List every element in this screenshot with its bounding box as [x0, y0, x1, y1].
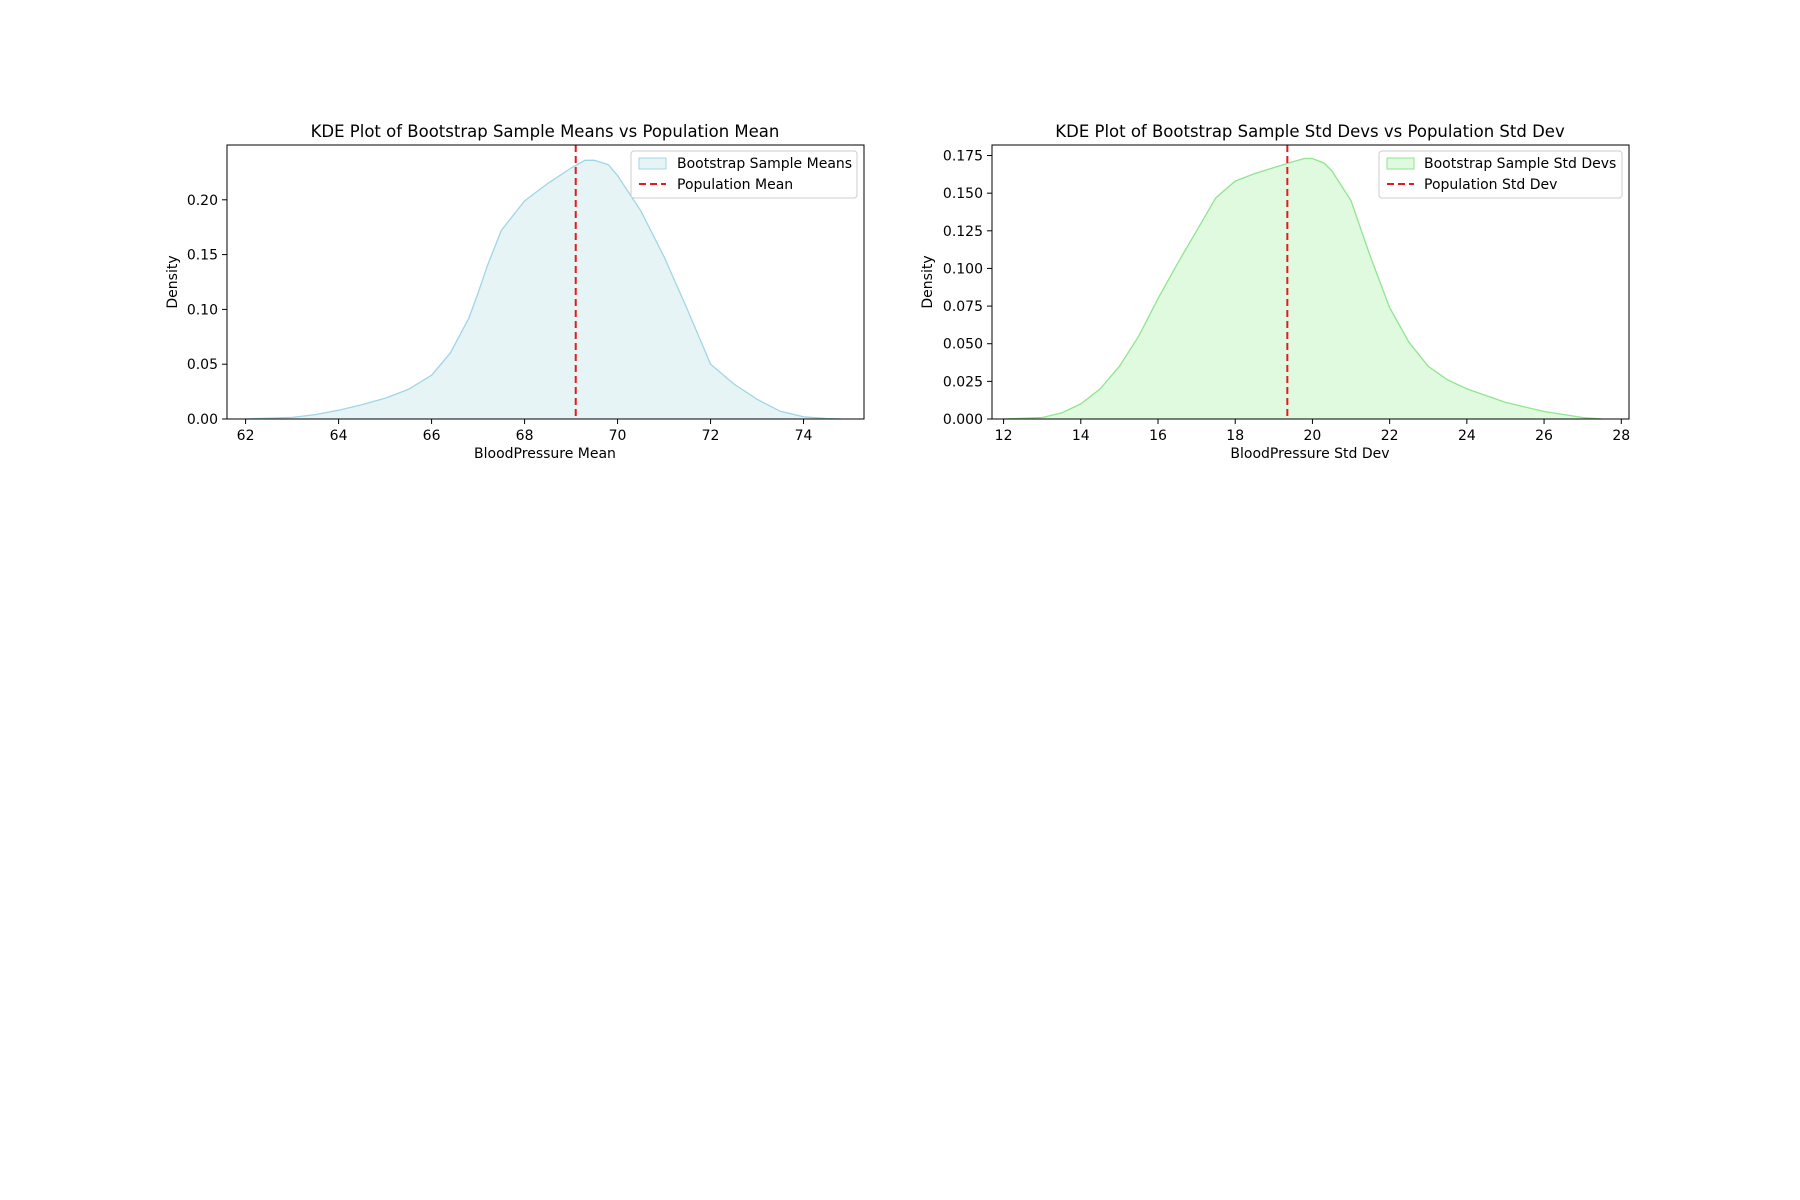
y-tick-label: 0.10	[187, 302, 218, 318]
x-tick-label: 20	[1304, 428, 1322, 444]
x-tick-label: 62	[237, 428, 255, 444]
kde-line	[245, 159, 841, 420]
y-tick-label: 0.15	[187, 248, 218, 264]
chart-title: KDE Plot of Bootstrap Sample Std Devs vs…	[1055, 122, 1565, 141]
y-axis: 0.000 0.025 0.050 0.075 0.100 0.125 0.150 0.175	[943, 149, 992, 428]
kde-area	[1003, 158, 1602, 419]
x-tick-label: 24	[1458, 428, 1476, 444]
legend-label-population-mean: Population Mean	[677, 177, 793, 193]
x-axis: 12 14 16 18 20 22 24 26 28	[995, 419, 1630, 444]
x-tick-label: 68	[516, 428, 534, 444]
legend-label-population-stddev: Population Std Dev	[1424, 177, 1557, 193]
legend: Bootstrap Sample Std Devs Population Std…	[1378, 150, 1623, 199]
x-tick-label: 14	[1072, 428, 1090, 444]
legend-frame	[1378, 150, 1623, 199]
x-tick-label: 26	[1535, 428, 1553, 444]
x-tick-label: 12	[995, 428, 1013, 444]
legend-label-bootstrap-stddevs: Bootstrap Sample Std Devs	[1424, 156, 1616, 172]
x-tick-label: 16	[1149, 428, 1167, 444]
y-tick-label: 0.00	[187, 412, 218, 428]
y-tick-label: 0.000	[943, 412, 983, 428]
x-axis-label: BloodPressure Mean	[474, 446, 616, 462]
plot-frame	[226, 144, 865, 420]
x-tick-label: 72	[702, 428, 720, 444]
x-tick-label: 74	[795, 428, 813, 444]
x-tick-label: 64	[330, 428, 348, 444]
y-tick-label: 0.125	[943, 224, 983, 240]
x-tick-label: 22	[1381, 428, 1399, 444]
y-axis-label: Density	[920, 255, 936, 308]
y-tick-label: 0.150	[943, 186, 983, 202]
x-tick-label: 18	[1226, 428, 1244, 444]
x-tick-label: 28	[1612, 428, 1630, 444]
legend-swatch-fill	[638, 157, 667, 170]
chart-bootstrap-means: KDE Plot of Bootstrap Sample Means vs Po…	[165, 122, 865, 462]
plot-frame	[991, 144, 1630, 420]
x-tick-label: 66	[423, 428, 441, 444]
y-axis-label: Density	[165, 255, 181, 308]
legend: Bootstrap Sample Means Population Mean	[630, 150, 858, 199]
legend-label-bootstrap-means: Bootstrap Sample Means	[677, 156, 852, 172]
legend-frame	[630, 150, 858, 199]
y-tick-label: 0.05	[187, 357, 218, 373]
chart-title: KDE Plot of Bootstrap Sample Means vs Po…	[311, 122, 780, 141]
kde-area	[245, 160, 841, 420]
y-tick-label: 0.050	[943, 337, 983, 353]
x-axis-label: BloodPressure Std Dev	[1230, 446, 1389, 462]
x-axis: 62 64 66 68 70 72 74	[237, 419, 813, 444]
plot-area	[226, 144, 865, 420]
y-tick-label: 0.025	[943, 374, 983, 390]
chart-bootstrap-stddevs: KDE Plot of Bootstrap Sample Std Devs vs…	[920, 122, 1630, 462]
plot-area	[991, 144, 1630, 420]
y-tick-label: 0.075	[943, 299, 983, 315]
legend-swatch-fill	[1386, 157, 1415, 170]
y-tick-label: 0.20	[187, 193, 218, 209]
y-axis: 0.00 0.05 0.10 0.15 0.20	[187, 193, 227, 428]
kde-line	[1003, 157, 1603, 420]
y-tick-label: 0.100	[943, 261, 983, 277]
x-tick-label: 70	[609, 428, 627, 444]
y-tick-label: 0.175	[943, 149, 983, 165]
